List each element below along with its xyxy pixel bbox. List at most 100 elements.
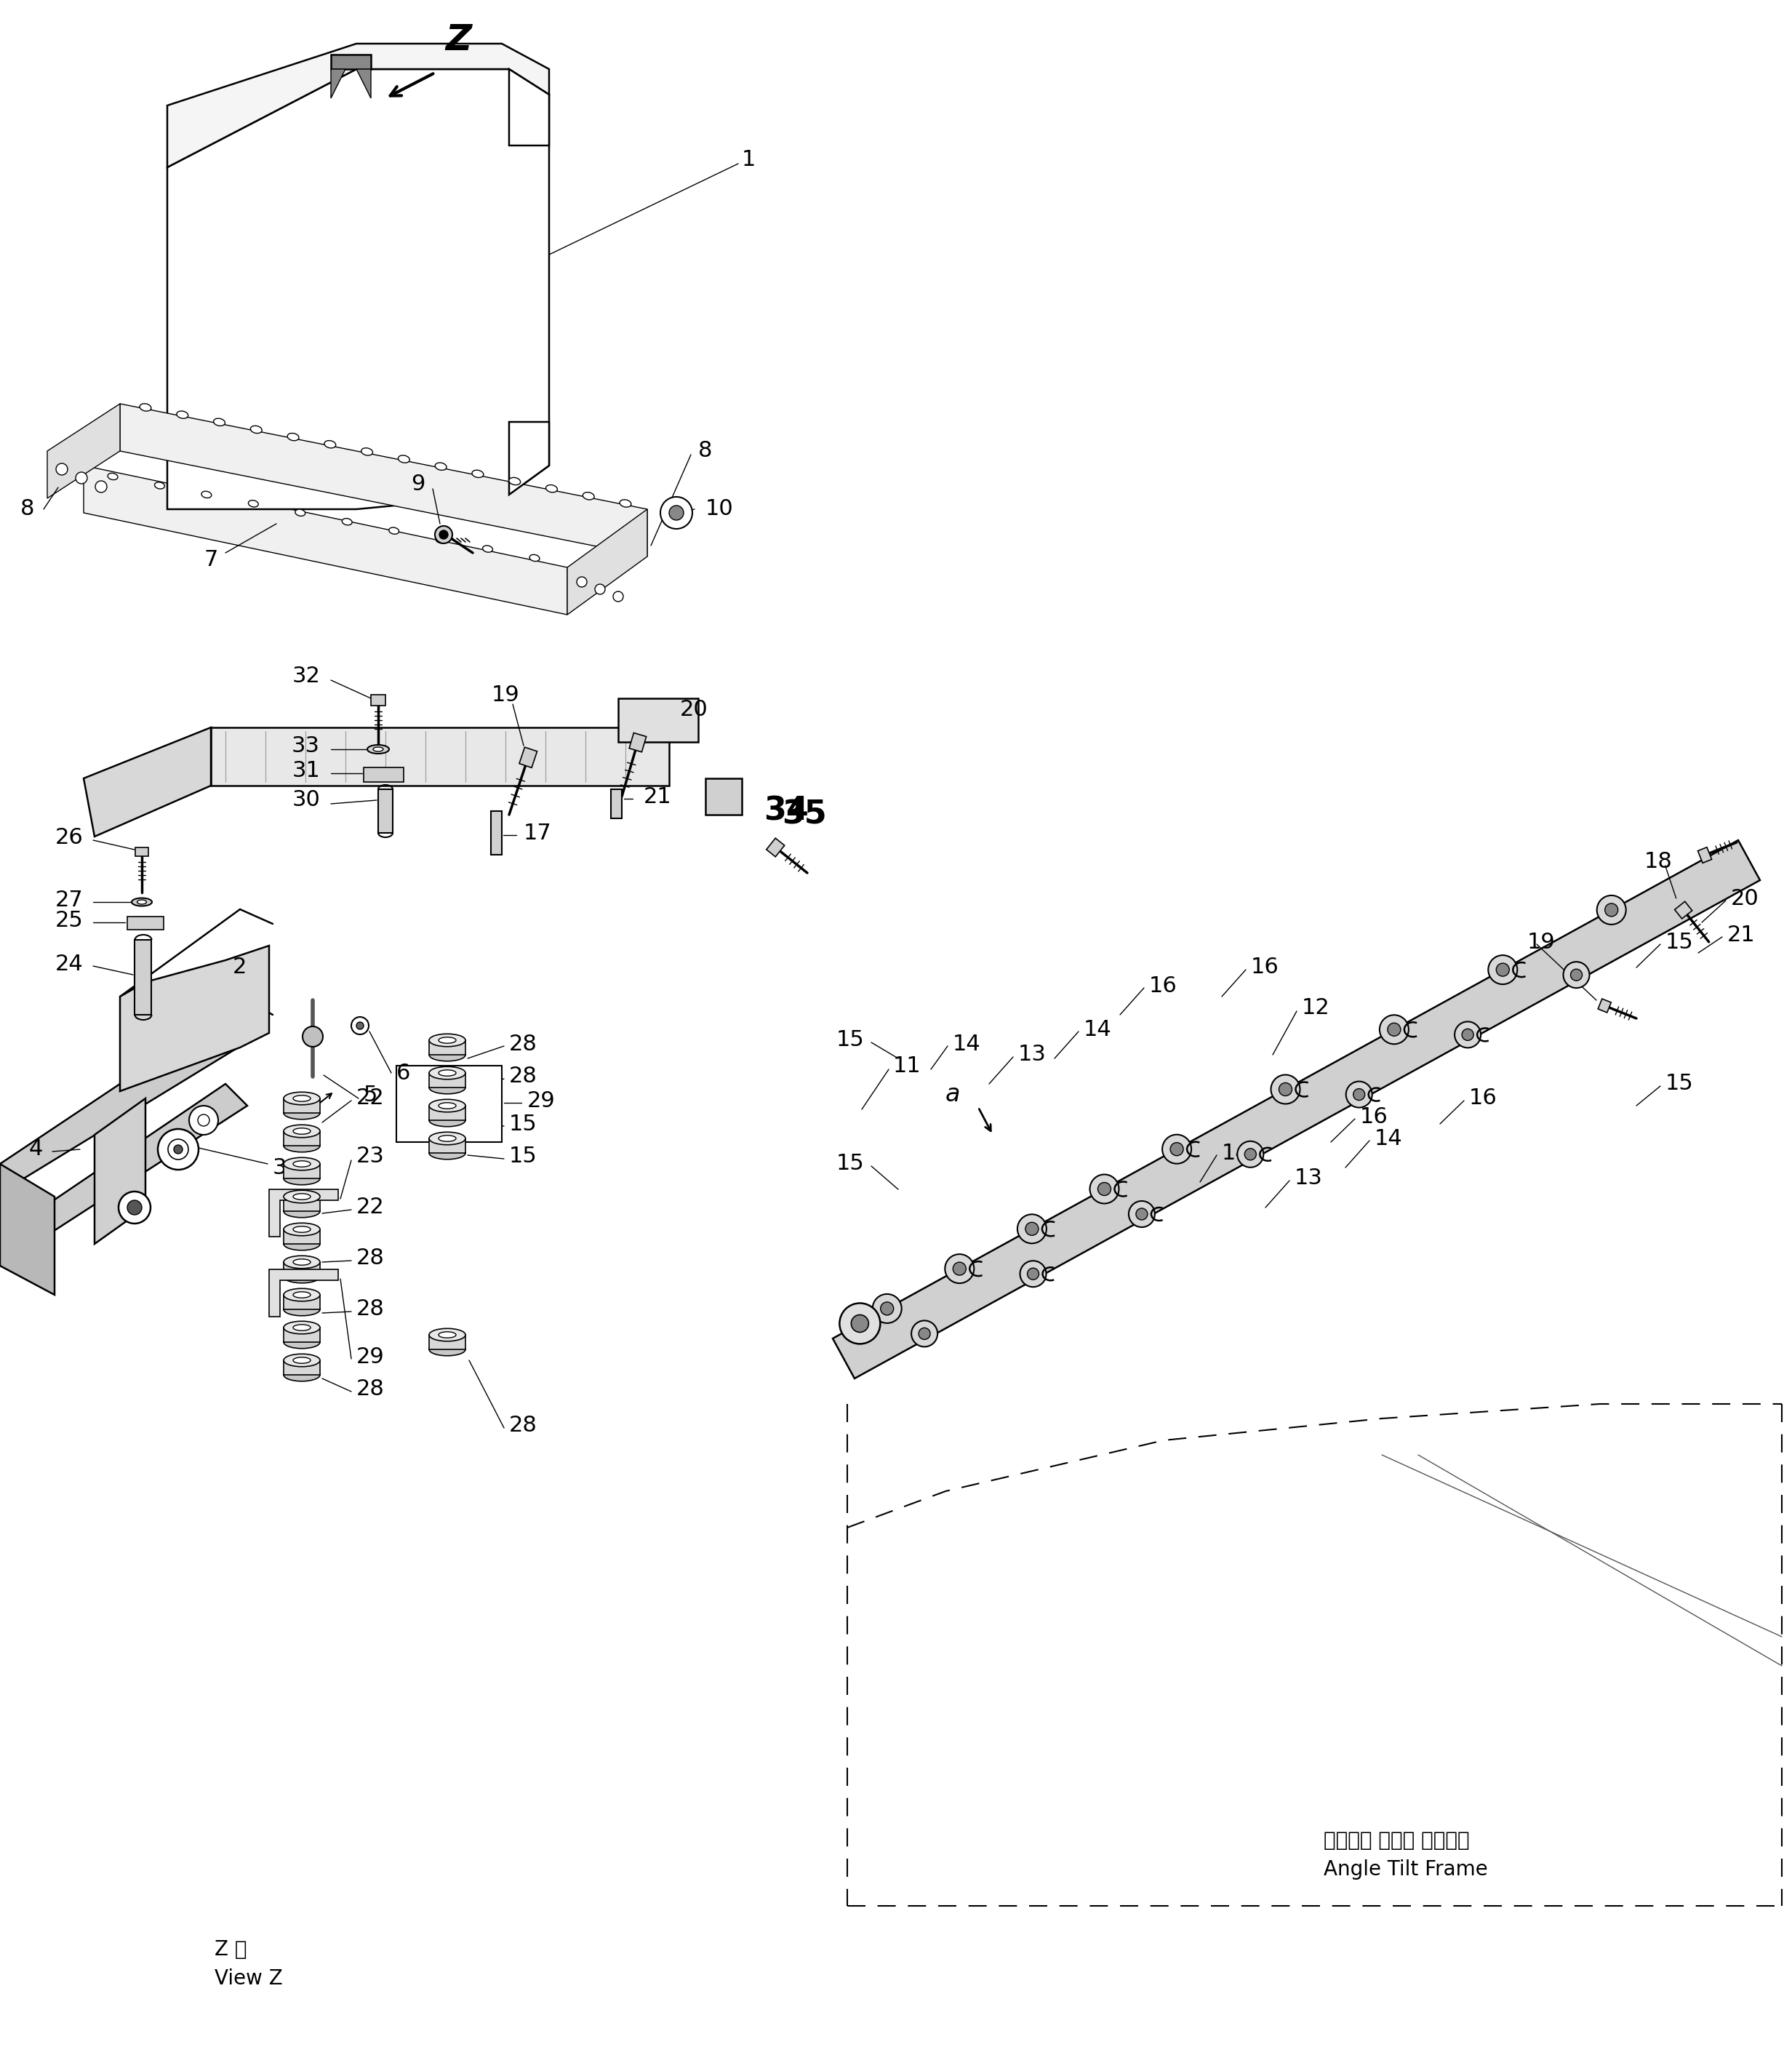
Text: View Z: View Z (215, 1967, 283, 1988)
Text: 6: 6 (396, 1062, 410, 1083)
Ellipse shape (428, 1342, 466, 1357)
Text: 4: 4 (29, 1139, 43, 1160)
Polygon shape (364, 768, 403, 783)
Polygon shape (167, 43, 548, 168)
Circle shape (158, 1129, 199, 1170)
Polygon shape (568, 509, 647, 615)
Ellipse shape (283, 1205, 321, 1218)
Circle shape (1353, 1089, 1366, 1100)
Ellipse shape (283, 1106, 321, 1118)
Text: 15: 15 (1665, 932, 1693, 953)
Polygon shape (0, 1164, 54, 1294)
Circle shape (1563, 961, 1590, 988)
Ellipse shape (294, 1325, 310, 1332)
Ellipse shape (283, 1172, 321, 1185)
Ellipse shape (283, 1336, 321, 1348)
Ellipse shape (428, 1114, 466, 1127)
Polygon shape (120, 946, 269, 1091)
Text: 22: 22 (357, 1197, 385, 1218)
Ellipse shape (294, 1129, 310, 1135)
Text: 20: 20 (679, 698, 708, 721)
Circle shape (1236, 1141, 1263, 1168)
Ellipse shape (428, 1067, 466, 1079)
Polygon shape (1697, 847, 1711, 864)
Circle shape (668, 505, 683, 520)
Text: 13: 13 (1294, 1168, 1322, 1189)
Circle shape (439, 530, 448, 538)
Polygon shape (428, 1073, 466, 1087)
Ellipse shape (294, 1259, 310, 1265)
Circle shape (190, 1106, 219, 1135)
Ellipse shape (140, 404, 151, 412)
Ellipse shape (294, 1162, 310, 1166)
Circle shape (168, 1139, 188, 1160)
Text: 16: 16 (1251, 957, 1279, 978)
Ellipse shape (177, 410, 188, 418)
Polygon shape (491, 812, 502, 855)
Circle shape (351, 1017, 369, 1033)
Circle shape (839, 1303, 880, 1344)
Ellipse shape (249, 501, 258, 507)
Ellipse shape (294, 1357, 310, 1363)
Ellipse shape (529, 555, 539, 561)
Text: 16: 16 (1469, 1087, 1498, 1108)
Circle shape (1098, 1183, 1111, 1195)
Text: 7: 7 (204, 549, 219, 572)
Text: 14: 14 (1084, 1019, 1111, 1040)
Text: 17: 17 (523, 822, 552, 843)
Circle shape (661, 497, 692, 528)
Polygon shape (332, 54, 371, 68)
Ellipse shape (398, 456, 410, 462)
Polygon shape (396, 1067, 502, 1141)
Circle shape (303, 1027, 323, 1046)
Polygon shape (0, 1004, 262, 1193)
Circle shape (613, 592, 624, 601)
Ellipse shape (439, 1102, 455, 1108)
Text: 26: 26 (56, 828, 84, 849)
Circle shape (1487, 955, 1518, 984)
Polygon shape (428, 1106, 466, 1120)
Ellipse shape (428, 1048, 466, 1060)
Polygon shape (283, 1164, 321, 1178)
Text: 8: 8 (20, 499, 34, 520)
Text: 25: 25 (56, 911, 84, 932)
Polygon shape (357, 68, 371, 97)
Circle shape (1136, 1207, 1147, 1220)
Polygon shape (120, 404, 647, 557)
Ellipse shape (294, 1096, 310, 1102)
Circle shape (912, 1321, 937, 1346)
Text: 28: 28 (509, 1067, 538, 1087)
Polygon shape (520, 748, 538, 768)
Circle shape (1129, 1201, 1154, 1228)
Ellipse shape (373, 748, 383, 752)
Circle shape (873, 1294, 901, 1323)
Text: 28: 28 (357, 1249, 385, 1270)
Ellipse shape (439, 1038, 455, 1044)
Ellipse shape (283, 1125, 321, 1137)
Ellipse shape (439, 1071, 455, 1077)
Ellipse shape (439, 1135, 455, 1141)
Text: 14: 14 (1222, 1143, 1251, 1164)
Circle shape (577, 578, 588, 586)
Circle shape (1346, 1081, 1373, 1108)
Polygon shape (283, 1098, 321, 1112)
Circle shape (1387, 1023, 1401, 1036)
Polygon shape (428, 1336, 466, 1350)
Text: 8: 8 (699, 441, 713, 462)
Polygon shape (1598, 998, 1611, 1013)
Circle shape (118, 1191, 151, 1224)
Ellipse shape (439, 1332, 455, 1338)
Circle shape (1279, 1083, 1292, 1096)
Ellipse shape (283, 1288, 321, 1301)
Polygon shape (167, 68, 548, 509)
Circle shape (1027, 1267, 1039, 1280)
Polygon shape (283, 1230, 321, 1245)
Polygon shape (134, 940, 151, 1015)
Text: 23: 23 (357, 1145, 385, 1168)
Ellipse shape (482, 545, 493, 553)
Polygon shape (47, 404, 120, 499)
Polygon shape (509, 422, 548, 495)
Circle shape (75, 472, 88, 485)
Polygon shape (283, 1328, 321, 1342)
Ellipse shape (428, 1328, 466, 1342)
